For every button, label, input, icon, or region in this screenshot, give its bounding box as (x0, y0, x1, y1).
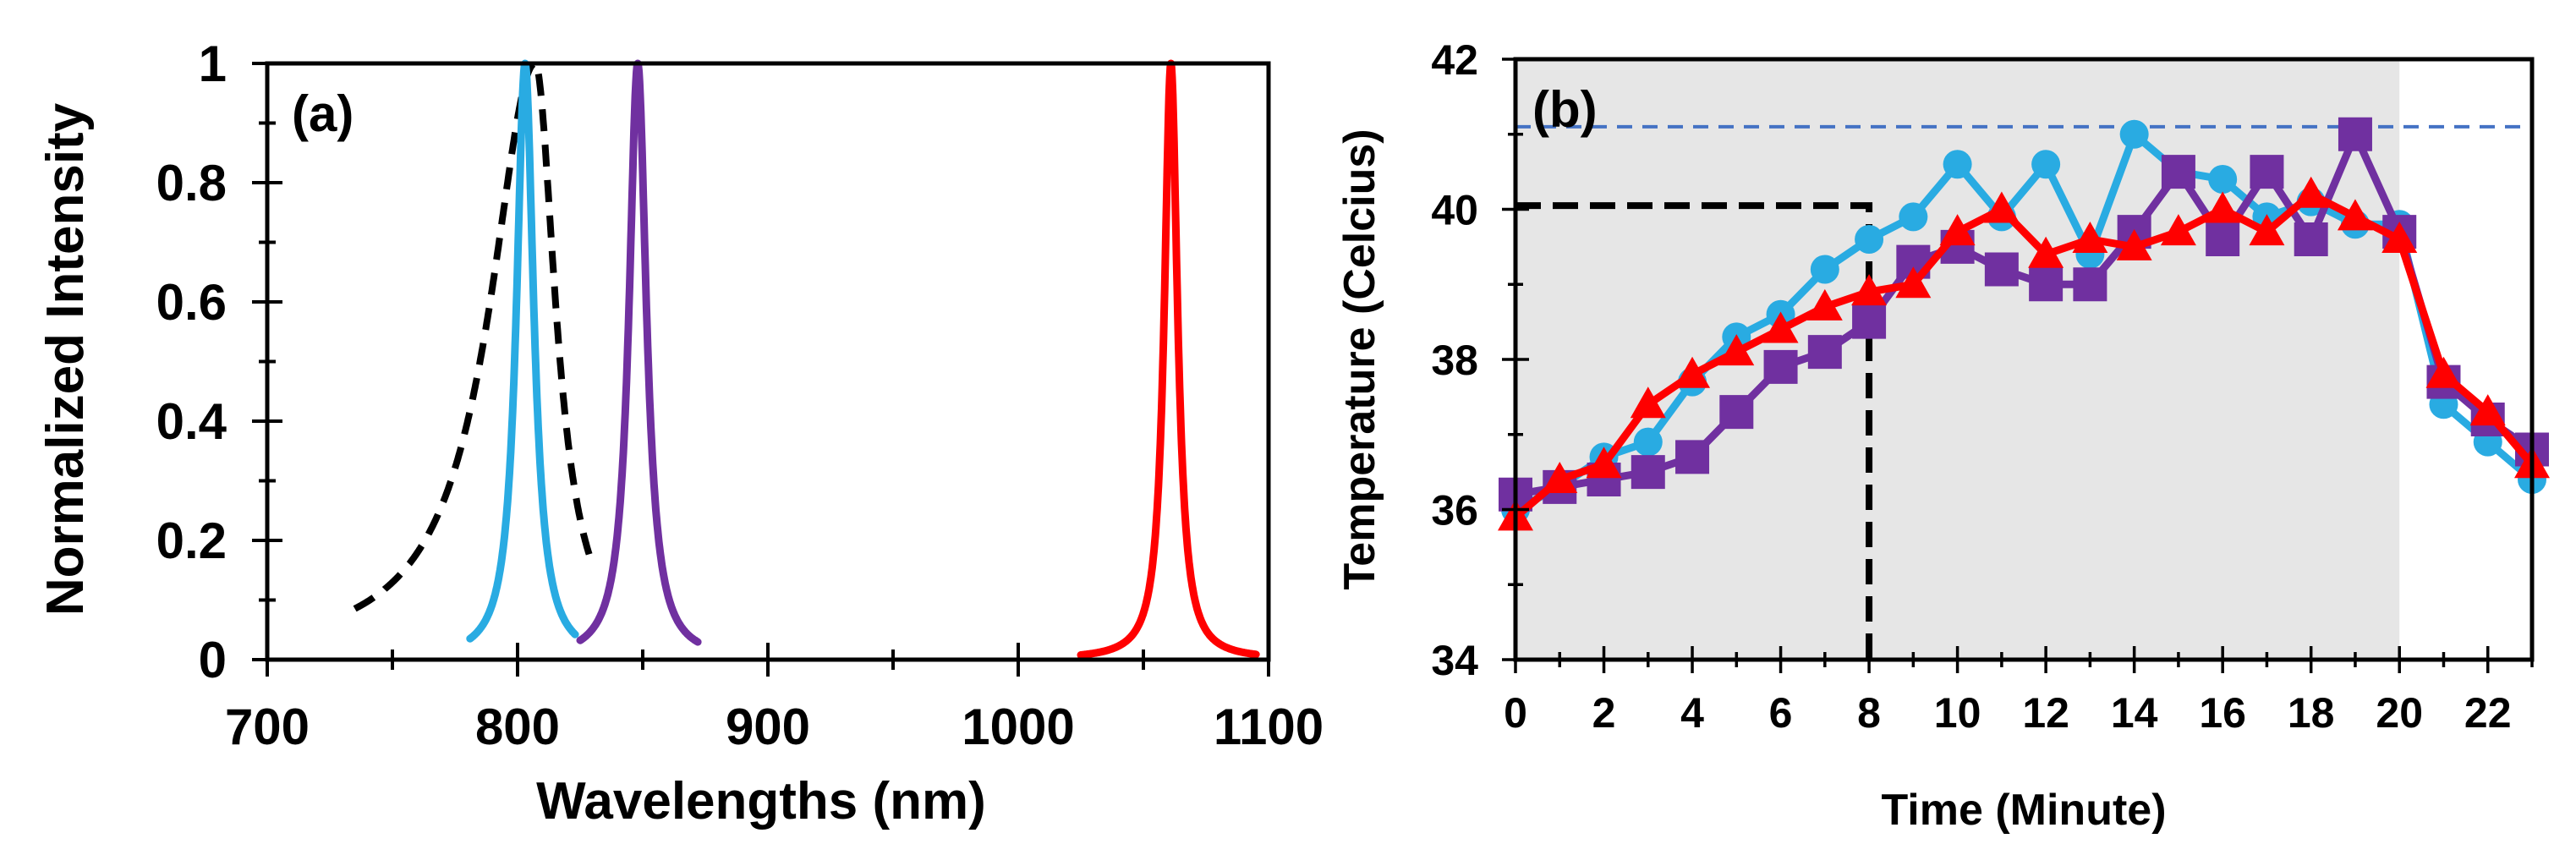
panel-b-x-tick-label: 12 (2022, 689, 2069, 737)
panel-a-ticks: 700 800 900 1000 1100 0 0.2 0.4 0.6 0.8 1 (156, 36, 1324, 755)
panel-b-x-tick-label: 8 (1857, 689, 1881, 737)
data-point (2073, 267, 2107, 302)
panel-a-y-tick-label: 0.2 (156, 512, 227, 569)
data-point (2469, 394, 2506, 426)
data-point (2028, 236, 2064, 268)
panel-a-spectra: 700 800 900 1000 1100 0 0.2 0.4 0.6 0.8 1 (a) Wave… (36, 36, 1324, 830)
data-point (2072, 222, 2108, 253)
data-point (2160, 214, 2196, 246)
panel-a-plot-frame (265, 61, 1271, 662)
data-point (1943, 150, 1972, 179)
data-point (2161, 155, 2195, 189)
panel-b-y-tick-label: 38 (1431, 337, 1478, 384)
panel-a-label: (a) (292, 85, 354, 142)
data-point (2116, 228, 2152, 260)
data-point (1983, 191, 2020, 223)
panel-a-x-tick-label: 1100 (1214, 699, 1324, 755)
data-point (1895, 266, 1932, 299)
panel-b-y-tick-label: 36 (1431, 487, 1478, 534)
panel-b-y-tick-label: 34 (1431, 637, 1478, 684)
data-point (1586, 447, 1622, 479)
data-point (1807, 335, 1842, 370)
panel-b-irradiation-shading (1515, 59, 2400, 660)
panel-b-x-tick-label: 6 (1769, 689, 1793, 737)
data-point (1633, 427, 1663, 457)
panel-a-x-tick-label: 900 (726, 699, 810, 755)
data-point (1806, 288, 1843, 321)
data-point (2029, 267, 2064, 302)
panel-b-ticks: 0 2 4 6 8 10 12 14 16 18 20 22 34 36 38 40 42 (1431, 36, 2534, 737)
panel-a-series-laser-1061nm (1077, 59, 1260, 659)
data-point (1762, 311, 1799, 343)
panel-b-label: (b) (1532, 81, 1598, 138)
data-point (1718, 334, 1755, 366)
panel-a-y-tick-label: 0.6 (156, 274, 227, 331)
data-point (1899, 202, 1928, 232)
panel-a-y-tick-label: 1 (199, 36, 227, 92)
data-point (1855, 225, 1884, 254)
data-point (2338, 117, 2372, 151)
panel-b-x-tick-label: 2 (1592, 689, 1616, 737)
panel-b-reference-corner-line (1515, 202, 1873, 660)
panel-a-x-tick-label: 800 (475, 699, 560, 755)
panel-b-temperature: 0 2 4 6 8 10 12 14 16 18 20 22 34 36 38 40 42 (b) Time (… (1335, 36, 2550, 835)
data-point (1852, 304, 1887, 339)
panel-b-x-axis-title: Time (Minute) (1881, 786, 2166, 835)
panel-a-x-tick-label: 1000 (962, 699, 1074, 755)
panel-b-y-axis-title: Temperature (Celcius) (1335, 129, 1384, 589)
data-point (2119, 119, 2149, 149)
data-point (1851, 274, 1888, 306)
panel-b-series-red-triangles (1498, 176, 2550, 531)
panel-a-y-tick-label: 0.4 (156, 393, 227, 450)
panel-b-x-tick-label: 0 (1504, 689, 1527, 737)
panel-b-x-tick-label: 16 (2199, 689, 2246, 737)
data-point (2208, 165, 2238, 194)
panel-a-series-laser-848nm (576, 59, 702, 646)
data-point (2381, 222, 2418, 253)
data-point (2031, 150, 2061, 179)
panel-b-x-tick-label: 4 (1680, 689, 1704, 737)
data-point (2294, 222, 2328, 256)
panel-b-y-tick-label: 42 (1431, 36, 1478, 84)
data-point (1631, 455, 1665, 490)
panel-b-x-tick-label: 20 (2376, 689, 2423, 737)
panel-a-curves (352, 59, 1260, 659)
panel-b-x-tick-label: 10 (1934, 689, 1981, 737)
data-point (2337, 199, 2373, 231)
panel-a-x-tick-label: 700 (225, 699, 310, 755)
panel-a-series-laser-803nm (466, 59, 579, 643)
data-point (1630, 386, 1666, 419)
data-point (1675, 440, 1710, 474)
data-point (1674, 356, 1711, 388)
panel-b-x-tick-label: 22 (2464, 689, 2512, 737)
data-point (1984, 252, 2019, 287)
data-point (2293, 176, 2329, 208)
panel-b-x-tick-label: 14 (2111, 689, 2158, 737)
panel-b-x-tick-label: 18 (2288, 689, 2335, 737)
data-point (2250, 155, 2284, 189)
panel-a-x-axis-title: Wavelengths (nm) (536, 772, 986, 830)
data-point (1719, 395, 1754, 430)
data-point (1763, 349, 1798, 384)
data-point (1542, 462, 1578, 493)
data-point (1810, 255, 1839, 284)
panel-b-y-tick-label: 40 (1431, 187, 1478, 234)
panel-a-series-absorption (352, 60, 596, 612)
panel-a-y-tick-label: 0 (199, 632, 227, 688)
panel-a-y-axis-title: Normalized Intensity (36, 102, 95, 616)
panel-a-y-tick-label: 0.8 (156, 155, 227, 211)
data-point (2249, 214, 2285, 246)
data-point (2205, 191, 2241, 223)
data-point (1939, 214, 1976, 246)
data-point (2425, 356, 2462, 388)
data-point (2206, 222, 2240, 256)
